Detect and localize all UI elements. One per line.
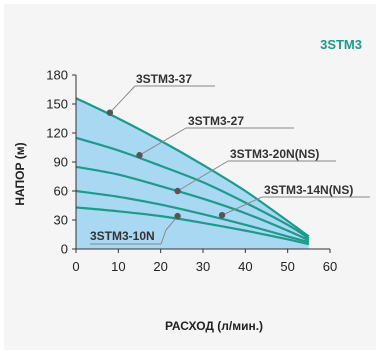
y-tick-label: 60 xyxy=(54,184,68,199)
x-axis-title: РАСХОД (л/мин.) xyxy=(165,319,263,333)
ticks-group: 0 10 20 30 40 50 60 0 30 60 90 120 150 180 xyxy=(46,68,337,275)
curve-label-4: 3STM3-14N(NS) xyxy=(218,183,370,219)
curve-4 xyxy=(75,189,310,244)
curve-labels-group: 3STM3-37 3STM3-27 3STM3-20N(NS) 3STM3-14N(N… xyxy=(90,72,370,245)
y-axis-title: НАПОР (м) xyxy=(13,142,27,205)
curve-name: 3STM3-37 xyxy=(136,72,192,86)
pump-curve-chart: 3STM3 0 10 20 30 40 50 60 0 30 60 90 120 150 180 3STM… xyxy=(13,37,370,333)
leader-line xyxy=(177,160,229,192)
curve-marker xyxy=(136,152,143,159)
x-tick-label: 50 xyxy=(280,259,294,274)
curve-name: 3STM3-27 xyxy=(188,114,244,128)
y-tick-label: 180 xyxy=(46,68,68,83)
y-tick-label: 150 xyxy=(46,97,68,112)
y-tick-label: 90 xyxy=(54,155,68,170)
curve-marker xyxy=(106,109,114,116)
y-tick-label: 120 xyxy=(46,126,68,141)
curve-5 xyxy=(75,206,310,246)
y-tick-label: 30 xyxy=(54,213,68,228)
chart-title: 3STM3 xyxy=(320,37,362,52)
x-tick-label: 60 xyxy=(323,259,337,274)
curve-name: 3STM3-14N(NS) xyxy=(264,183,353,197)
curve-label-3: 3STM3-20N(NS) xyxy=(174,147,336,195)
leader-line xyxy=(221,196,263,216)
operating-area-fill xyxy=(76,98,309,249)
curve-2 xyxy=(75,136,310,240)
curve-1 xyxy=(75,97,310,238)
curve-label-2: 3STM3-27 xyxy=(136,114,294,159)
leader-line xyxy=(109,85,136,114)
curve-label-1: 3STM3-37 xyxy=(106,72,215,116)
curve-3 xyxy=(75,165,310,242)
leader-line xyxy=(139,127,187,156)
leader-line-2 xyxy=(160,229,167,245)
curve-marker xyxy=(174,212,181,220)
y-tick-label: 0 xyxy=(61,242,68,257)
curve-label-5: 3STM3-10N xyxy=(90,212,181,245)
x-tick-label: 40 xyxy=(238,259,252,274)
curve-marker xyxy=(218,211,226,219)
chart-panel: 3STM3 0 10 20 30 40 50 60 0 30 60 90 120 150 180 3STM… xyxy=(4,4,376,350)
curve-name: 3STM3-10N xyxy=(90,229,155,243)
x-tick-label: 0 xyxy=(72,259,79,274)
x-tick-label: 10 xyxy=(111,259,125,274)
curve-marker xyxy=(174,187,181,195)
curves-group xyxy=(75,97,310,246)
curve-name: 3STM3-20N(NS) xyxy=(230,147,319,161)
x-tick-label: 30 xyxy=(196,259,210,274)
x-tick-label: 20 xyxy=(153,259,167,274)
